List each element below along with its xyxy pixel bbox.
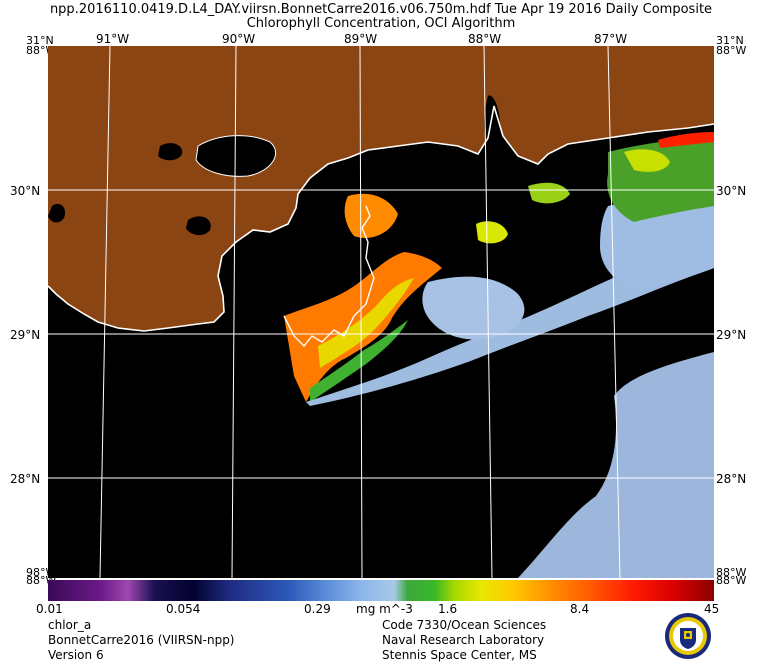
river-delta-coast xyxy=(283,205,375,348)
cbar-unit: mg m^-3 xyxy=(356,602,413,616)
corner-label-bottom-right: 88°W xyxy=(716,566,747,579)
lon-label-91: 91°W xyxy=(96,32,130,46)
map-graphic xyxy=(48,46,714,578)
cbar-tick-2: 0.29 xyxy=(304,602,331,616)
footer-product: chlor_a xyxy=(48,618,92,632)
lat-label-29-right: 29°N xyxy=(716,328,747,342)
footer-org-code: Code 7330/Ocean Sciences xyxy=(382,618,547,632)
nrl-seal-icon xyxy=(665,613,711,659)
lake-pontchartrain xyxy=(196,135,276,177)
chlorophyll-map xyxy=(48,46,714,578)
shelf-red xyxy=(658,132,714,148)
cbar-tick-3: 1.6 xyxy=(438,602,458,616)
lake-outline xyxy=(195,135,277,177)
plume-inner-orange xyxy=(344,193,398,238)
bay-inland-2 xyxy=(48,203,66,223)
lat-label-28-right: 28°N xyxy=(716,472,747,486)
image-subtitle: Chlorophyll Concentration, OCI Algorithm xyxy=(246,16,516,31)
lake-maurepas xyxy=(158,143,183,161)
lon-label-88: 88°W xyxy=(468,32,502,46)
plume-yellow xyxy=(318,278,414,368)
corner-label-top-right: 31°N xyxy=(716,34,744,47)
footer-version: Version 6 xyxy=(48,648,104,662)
small-patch-yellow xyxy=(476,221,508,244)
ocean-clear-1 xyxy=(306,236,714,406)
ocean-clear-2 xyxy=(422,276,525,340)
lon-line-90 xyxy=(231,46,237,578)
lon-label-87: 87°W xyxy=(594,32,628,46)
lon-line-89 xyxy=(359,46,363,578)
lon-line-88 xyxy=(483,46,493,578)
small-patch-green-east xyxy=(528,182,570,204)
lat-label-30-left: 30°N xyxy=(10,184,41,198)
ocean-clear-south xyxy=(518,352,714,578)
lon-line-87 xyxy=(607,46,621,578)
lon-line-91 xyxy=(99,46,111,578)
colorbar xyxy=(48,580,714,601)
lat-label-29-left: 29°N xyxy=(10,328,41,342)
shelf-yellowgreen xyxy=(624,149,670,172)
cbar-tick-4: 8.4 xyxy=(570,602,590,616)
corner-label-top-right-lon: 88°W xyxy=(716,44,747,57)
cbar-tick-5: 45 xyxy=(704,602,720,616)
cbar-tick-1: 0.054 xyxy=(166,602,201,616)
lon-label-90: 90°W xyxy=(222,32,256,46)
footer-dataset: BonnetCarre2016 (VIIRSN-npp) xyxy=(48,633,235,647)
footer-org-lab: Naval Research Laboratory xyxy=(382,633,545,647)
corner-label-bottom-right-2: 88°W xyxy=(716,574,747,587)
footer-org-place: Stennis Space Center, MS xyxy=(382,648,537,662)
ocean-clear-3 xyxy=(600,197,714,288)
coastline xyxy=(48,105,714,332)
lon-label-89: 89°W xyxy=(344,32,378,46)
plume-green-edge xyxy=(310,320,408,402)
land-mass xyxy=(48,46,714,331)
graticule xyxy=(48,46,714,578)
cbar-tick-0: 0.01 xyxy=(36,602,63,616)
image-title: npp.2016110.0419.D.L4_DAY.viirsn.BonnetC… xyxy=(49,2,713,17)
lat-label-30-right: 30°N xyxy=(716,184,747,198)
lat-label-28-left: 28°N xyxy=(10,472,41,486)
corner-label-top-left: 31°N xyxy=(26,34,54,47)
bay-inland-1 xyxy=(186,216,211,236)
